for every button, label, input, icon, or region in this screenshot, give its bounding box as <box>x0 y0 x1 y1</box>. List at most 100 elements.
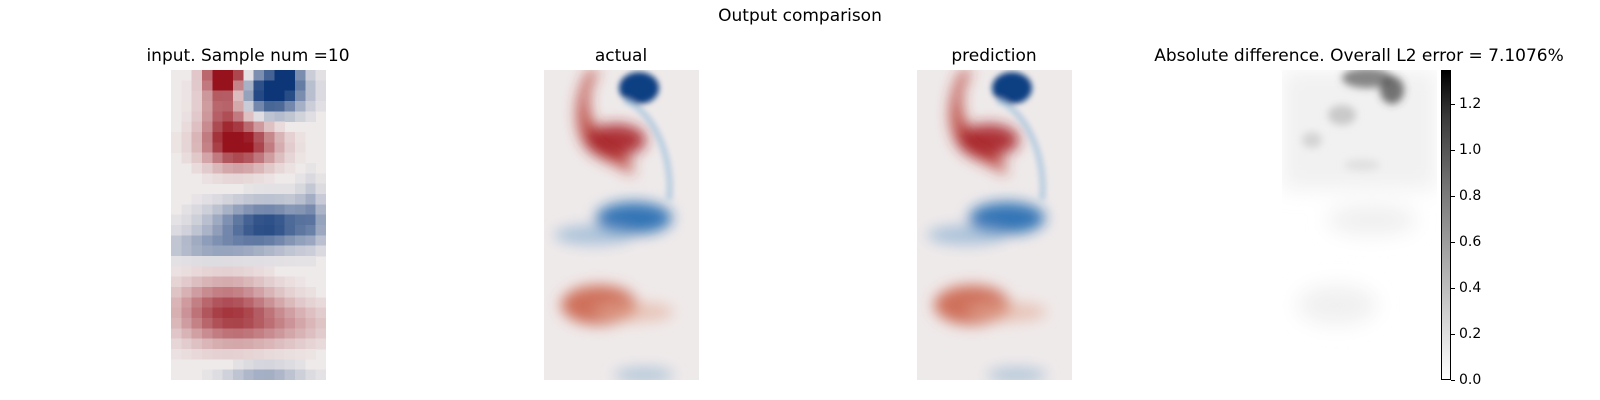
input-cell <box>202 276 213 288</box>
input-cell <box>202 318 213 329</box>
input-cell <box>243 256 255 267</box>
input-cell <box>305 204 317 216</box>
input-cell <box>264 349 275 360</box>
input-cell <box>222 90 234 102</box>
input-cell <box>274 111 286 123</box>
input-cell <box>315 318 326 329</box>
input-cell <box>233 121 244 133</box>
actual-vortex-blue-tail <box>554 225 634 245</box>
input-cell <box>274 338 286 350</box>
input-cell <box>295 214 306 226</box>
input-cell <box>295 359 306 371</box>
input-cell <box>171 307 182 319</box>
input-cell <box>212 245 224 257</box>
input-cell <box>274 307 286 319</box>
input-cell <box>171 297 182 309</box>
input-cell <box>171 276 182 288</box>
input-cell <box>191 70 203 81</box>
actual-vortex-blue-mid <box>596 202 672 234</box>
input-cell <box>253 245 265 257</box>
prediction-vortex-blue-tail <box>927 225 1007 245</box>
input-cell <box>284 297 296 309</box>
input-cell <box>253 163 265 174</box>
input-cell <box>274 101 286 112</box>
input-cell <box>233 245 244 257</box>
input-cell <box>264 245 275 257</box>
input-cell <box>191 349 203 360</box>
input-cell <box>202 142 213 154</box>
input-cell <box>171 318 182 329</box>
input-cell <box>202 245 213 257</box>
input-cell <box>181 245 193 257</box>
input-cell <box>212 173 224 185</box>
input-cell <box>295 297 306 309</box>
actual-blue-filament <box>622 97 673 201</box>
input-heatmap <box>171 70 326 380</box>
input-cell <box>264 369 275 380</box>
input-cell <box>264 101 275 112</box>
actual-heatmap-svg <box>544 70 699 380</box>
input-cell <box>171 287 182 298</box>
input-cell <box>284 132 296 143</box>
input-cell <box>191 338 203 350</box>
input-cell <box>284 183 296 195</box>
input-cell <box>191 194 203 205</box>
input-cell <box>243 163 255 174</box>
input-cell <box>284 287 296 298</box>
input-cell <box>202 152 213 164</box>
difference-panel-title: Absolute difference. Overall L2 error = … <box>1154 46 1564 66</box>
input-cell <box>233 194 244 205</box>
input-cell <box>222 256 234 267</box>
input-cell <box>315 173 326 185</box>
input-cell <box>305 256 317 267</box>
input-cell <box>212 132 224 143</box>
input-cell <box>295 101 306 112</box>
input-cell <box>191 266 203 278</box>
input-cell <box>305 328 317 340</box>
input-heatmap-svg <box>171 70 326 380</box>
input-cell <box>191 90 203 102</box>
input-cell <box>284 101 296 112</box>
input-cell <box>233 328 244 340</box>
input-cell <box>212 225 224 236</box>
input-cell <box>233 307 244 319</box>
difference-top-error-1 <box>1342 70 1392 88</box>
input-cell <box>253 101 265 112</box>
prediction-heatmap <box>917 70 1072 380</box>
input-cell <box>315 194 326 205</box>
input-cell <box>274 245 286 257</box>
input-cell <box>222 287 234 298</box>
input-cell <box>284 214 296 226</box>
prediction-panel-title: prediction <box>951 46 1037 66</box>
input-cell <box>315 101 326 112</box>
input-cell <box>191 245 203 257</box>
input-cell <box>202 90 213 102</box>
input-cell <box>305 318 317 329</box>
input-cell <box>264 276 275 288</box>
input-cell <box>295 328 306 340</box>
input-cell <box>243 266 255 278</box>
difference-heatmap <box>1282 70 1437 380</box>
input-cell <box>243 359 255 371</box>
input-cell <box>222 121 234 133</box>
input-cell <box>284 235 296 247</box>
input-cell <box>284 70 296 81</box>
input-cell <box>264 142 275 154</box>
colorbar-tick <box>1451 241 1455 243</box>
input-cell <box>233 276 244 288</box>
prediction-blue-filament <box>995 97 1046 201</box>
input-cell <box>295 318 306 329</box>
input-cell <box>191 80 203 92</box>
input-cell <box>202 214 213 226</box>
input-cell <box>202 194 213 205</box>
input-cell <box>233 173 244 185</box>
difference-top-error-4 <box>1302 132 1322 148</box>
input-cell <box>233 142 244 154</box>
input-cell <box>171 245 182 257</box>
input-cell <box>305 297 317 309</box>
input-cell <box>233 163 244 174</box>
input-cell <box>315 225 326 236</box>
input-cell <box>274 225 286 236</box>
input-cell <box>315 328 326 340</box>
input-cell <box>284 111 296 123</box>
